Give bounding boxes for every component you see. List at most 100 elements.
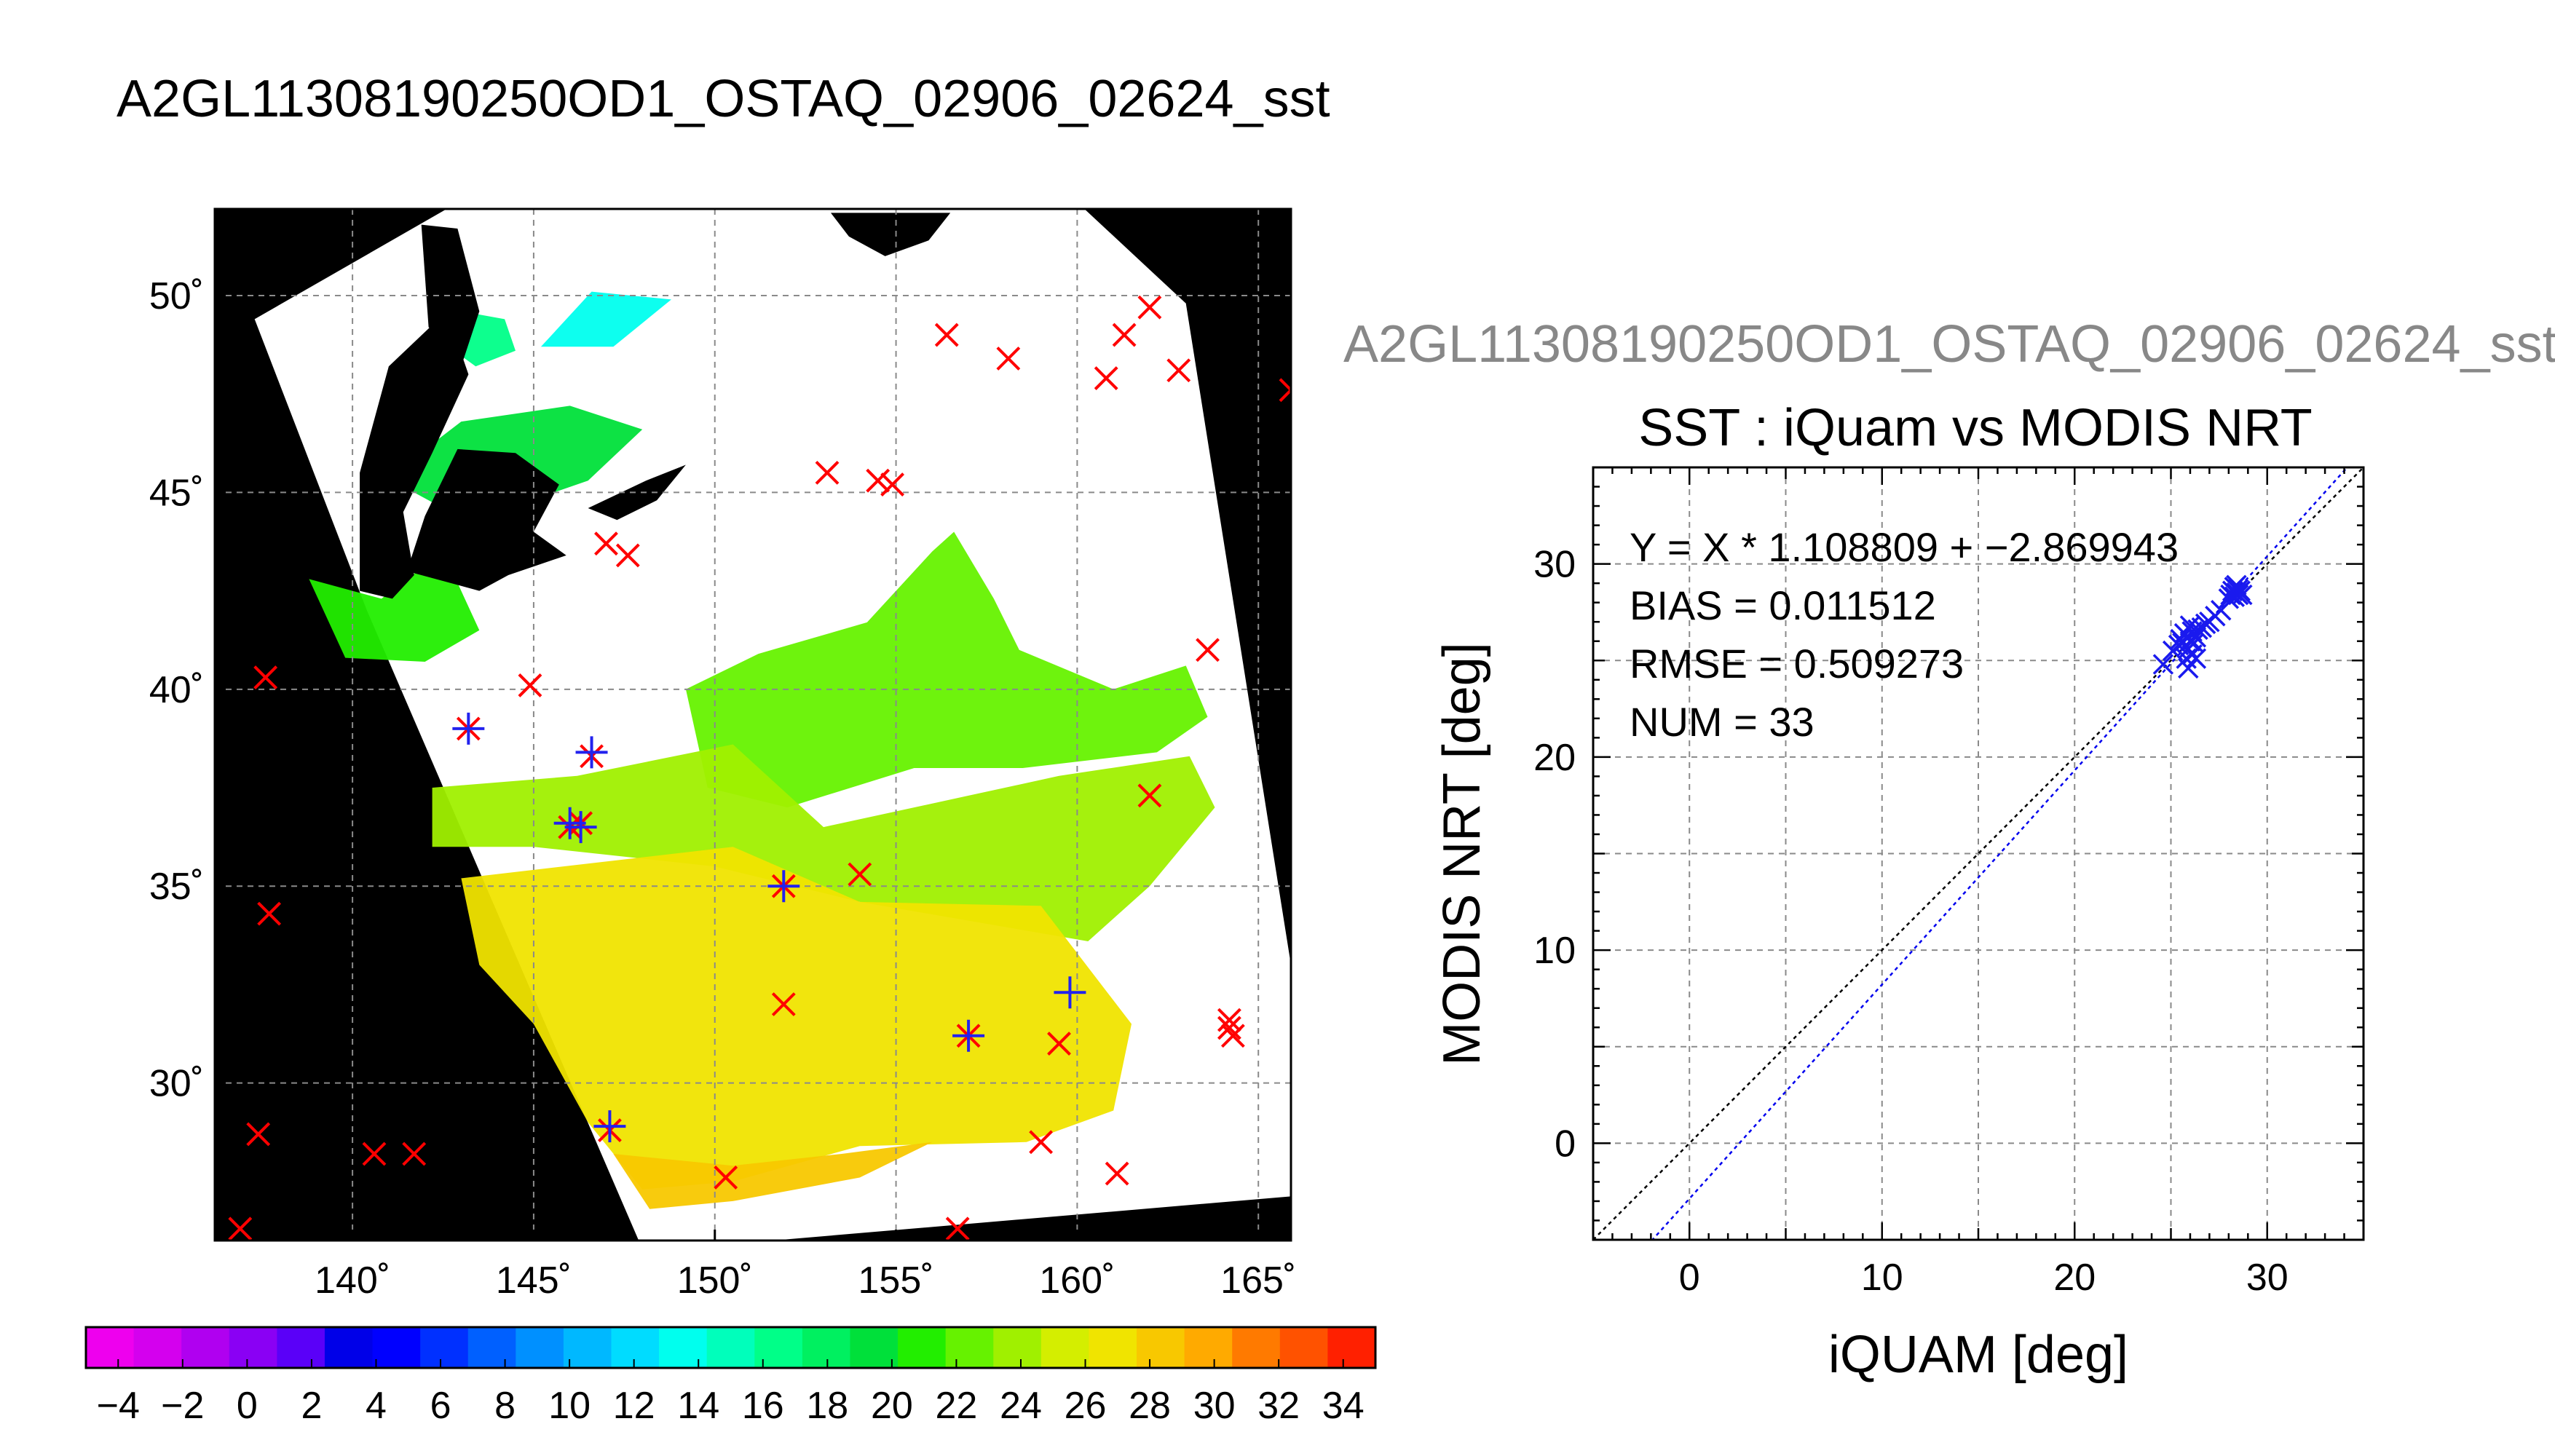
marker-stroke — [714, 1166, 738, 1190]
colorbar-cell — [516, 1327, 564, 1368]
scatter-point — [2195, 613, 2216, 635]
marker-stroke — [253, 665, 278, 690]
scatter-y-tick-label: 0 — [1555, 1123, 1576, 1165]
matchups-blue — [452, 712, 1086, 1143]
marker-stroke — [615, 543, 640, 568]
marker-stroke — [945, 1216, 970, 1241]
colorbar-tick-label: 18 — [806, 1385, 848, 1427]
colorbar-tick-label: 30 — [1193, 1385, 1236, 1427]
map-x-tick-label: 145˚ — [496, 1259, 572, 1302]
marker-stroke — [1220, 1024, 1245, 1048]
map-y-tick-label: 45˚ — [149, 472, 204, 514]
marker-stroke — [996, 347, 1021, 371]
scatter-annotations: Y = X * 1.108809 + −2.869943 BIAS = 0.011… — [1630, 524, 2179, 745]
scatter-title: SST : iQuam vs MODIS NRT — [1638, 399, 2313, 457]
land-polygon — [406, 448, 566, 591]
sst-region — [613, 1142, 933, 1209]
marker-stroke — [518, 673, 542, 697]
colorbar-cell — [898, 1327, 947, 1368]
map-y-tick-label: 50˚ — [149, 275, 204, 317]
colorbar-cell — [802, 1327, 851, 1368]
colorbar-tick-label: 28 — [1129, 1385, 1171, 1427]
side-title: A2GL11308190250OD1_OSTAQ_02906_02624_sst — [1343, 315, 2555, 373]
point-stroke — [2185, 627, 2207, 648]
colorbar-tick-label: 14 — [677, 1385, 719, 1427]
colorbar-tick-label: 6 — [430, 1385, 451, 1427]
colorbar-tick-label: 4 — [366, 1385, 387, 1427]
point-stroke — [2227, 584, 2249, 606]
matchup-red-marker — [1220, 1024, 1245, 1048]
matchup-red-marker — [771, 992, 796, 1016]
colorbar-cell — [181, 1327, 230, 1368]
colorbar-cell — [1040, 1327, 1090, 1368]
scatter-panel: SST : iQuam vs MODIS NRT 0 10 20 300102030 … — [1433, 399, 2365, 1384]
point-stroke — [2226, 574, 2247, 596]
map-x-tick-label: 155˚ — [858, 1259, 934, 1302]
scatter-points — [2152, 574, 2253, 679]
marker-stroke — [815, 460, 840, 485]
scatter-annotation: NUM = 33 — [1630, 699, 1814, 745]
colorbar-cell — [850, 1327, 899, 1368]
colorbar-cell — [993, 1327, 1042, 1368]
colorbar-cell — [229, 1327, 277, 1368]
matchup-blue-marker — [575, 736, 608, 769]
marker-stroke — [1217, 1008, 1241, 1032]
colorbar-cell — [467, 1327, 516, 1368]
sst-region — [461, 847, 1132, 1190]
land-polygon — [360, 311, 469, 599]
matchup-red-marker — [945, 1216, 970, 1241]
land-polygon — [831, 213, 951, 256]
scatter-point — [2152, 654, 2174, 675]
matchup-red-marker — [1105, 1161, 1129, 1186]
marker-stroke — [1047, 1032, 1071, 1056]
regression-line — [1651, 467, 2349, 1240]
scatter-point — [2185, 648, 2207, 669]
point-stroke — [2232, 584, 2253, 606]
marker-stroke — [402, 1142, 427, 1166]
marker-stroke — [1094, 366, 1118, 390]
matchup-red-marker — [1166, 358, 1191, 383]
marker-stroke — [1112, 323, 1137, 347]
point-stroke — [2170, 628, 2191, 650]
colorbar-tick-label: 8 — [494, 1385, 516, 1427]
colorbar-tick-label: 32 — [1257, 1385, 1300, 1427]
marker-stroke — [257, 901, 282, 926]
colorbar-labels: −4 −2 0 2 4 6 8 10 12 14 16 18 20 22 24 26 28 30 32 34 — [97, 1359, 1365, 1427]
marker-stroke — [771, 992, 796, 1016]
matchup-red-marker — [1217, 1016, 1241, 1040]
colorbar-cell — [86, 1327, 135, 1368]
matchup-red-marker — [246, 1122, 271, 1147]
matchup-blue-marker — [1054, 976, 1086, 1009]
colorbar-cell — [1137, 1327, 1185, 1368]
map-y-tick-label: 35˚ — [149, 866, 204, 908]
scatter-y-tick-label: 10 — [1533, 930, 1576, 972]
colorbar-cell — [1279, 1327, 1329, 1368]
colorbar-cell — [1327, 1327, 1376, 1368]
sst-region — [432, 744, 1215, 941]
matchup-red-marker — [866, 468, 891, 493]
matchup-red-marker — [1196, 638, 1220, 662]
matchup-red-marker — [253, 665, 278, 690]
map-title: A2GL11308190250OD1_OSTAQ_02906_02624_sst — [117, 70, 1330, 128]
colorbar-cell — [706, 1327, 755, 1368]
point-stroke — [2230, 580, 2251, 601]
sst-region — [540, 291, 671, 347]
colorbar-cell — [1232, 1327, 1281, 1368]
point-stroke — [2222, 580, 2243, 601]
scatter-ticks: 0 10 20 30 0 10 20 30 — [1533, 466, 2365, 1299]
matchup-blue-marker — [452, 712, 485, 745]
scatter-x-tick-label: 20 — [2053, 1257, 2096, 1299]
matchup-red-marker — [848, 862, 872, 887]
scatter-point — [2232, 584, 2253, 606]
colorbar-frame — [84, 1326, 1377, 1369]
marker-stroke — [228, 1216, 253, 1241]
map-y-tick-label: 30˚ — [149, 1063, 204, 1105]
colorbar-tick-label: 22 — [936, 1385, 978, 1427]
colorbar-cell — [420, 1327, 469, 1368]
marker-stroke — [1137, 295, 1162, 320]
colorbar-cell — [324, 1327, 374, 1368]
marker-stroke — [1279, 387, 1291, 403]
map-x-tick-label: 140˚ — [315, 1259, 390, 1302]
colorbar-cell — [133, 1327, 182, 1368]
